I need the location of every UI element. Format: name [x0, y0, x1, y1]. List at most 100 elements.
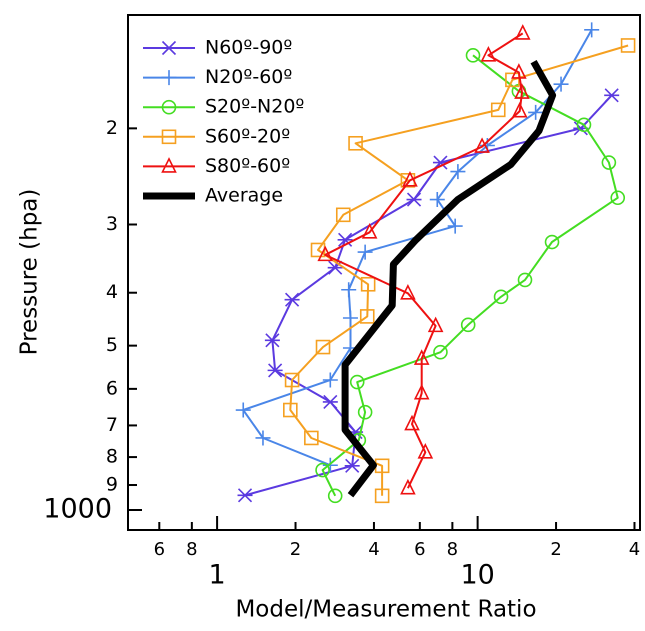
marker [161, 70, 177, 86]
data-point [514, 83, 530, 99]
y-tick-label: 7 [106, 414, 118, 436]
plot-frame [127, 14, 641, 531]
legend-label: N60º-90º [205, 37, 292, 59]
data-point [610, 190, 626, 206]
x-tick-label: 6 [154, 539, 165, 560]
data-point [413, 383, 430, 400]
x-tick-label: 2 [550, 539, 561, 560]
data-point [433, 344, 448, 360]
data-point [432, 155, 448, 170]
x-tick-label: 8 [186, 539, 197, 560]
data-point [505, 72, 520, 88]
series-line [324, 32, 524, 489]
x-tick-label: 1 [209, 560, 226, 591]
data-point [465, 48, 481, 63]
legend-label: S60º-20º [205, 125, 290, 147]
data-point [335, 207, 351, 223]
data-point [404, 414, 420, 431]
data-point [327, 488, 343, 504]
data-point [576, 117, 592, 133]
data-point [528, 104, 544, 120]
legend-label: N20º-60º [205, 66, 292, 88]
marker [161, 129, 177, 145]
data-point [237, 488, 253, 503]
data-point [349, 374, 365, 390]
data-point [284, 372, 300, 388]
x-tick-label: 6 [414, 539, 425, 560]
legend-label: Average [205, 185, 283, 207]
data-point [327, 260, 343, 275]
data-point [341, 282, 357, 298]
y-tick-label: 9 [106, 474, 118, 496]
data-point [429, 192, 445, 208]
data-point [511, 101, 528, 118]
y-tick-label: 2 [106, 117, 118, 139]
data-point [400, 284, 416, 300]
data-point [480, 46, 497, 62]
data-point [413, 349, 430, 365]
marker [161, 99, 177, 115]
data-point [360, 276, 376, 292]
data-point [620, 38, 636, 53]
data-point [553, 76, 569, 92]
data-point [337, 232, 353, 247]
x-tick-label: 4 [629, 539, 640, 560]
data-point [317, 245, 334, 262]
data-point [361, 222, 378, 239]
data-point [517, 272, 533, 288]
data-point [511, 63, 527, 79]
marker [161, 157, 177, 173]
series-line [289, 44, 629, 496]
series-line [341, 59, 557, 498]
data-point [402, 171, 418, 187]
y-tick-label: 6 [106, 377, 118, 399]
data-point [344, 458, 360, 473]
data-point [447, 218, 463, 234]
data-point [460, 317, 476, 333]
data-point [427, 316, 444, 333]
x-tick-label: 4 [368, 539, 379, 560]
data-point [342, 310, 358, 326]
data-point [474, 137, 490, 153]
data-point [348, 135, 363, 151]
data-point [283, 402, 298, 418]
data-point [493, 289, 509, 305]
legend-label: S80º-60º [205, 155, 290, 177]
data-point [544, 234, 560, 250]
y-axis-label: Pressure (hpa) [17, 189, 43, 356]
data-point [235, 402, 251, 418]
y-tick-label: 3 [106, 213, 118, 235]
data-point [357, 244, 373, 260]
y-tick-label: 4 [106, 281, 118, 303]
data-point [264, 333, 280, 348]
y-tick-label: 1000 [43, 494, 112, 525]
y-tick-label: 8 [106, 446, 118, 468]
data-point [267, 363, 283, 378]
data-point [359, 309, 375, 324]
data-point [304, 430, 319, 446]
data-point [315, 339, 331, 355]
data-point [450, 164, 466, 180]
x-axis-label: Model/Measurement Ratio [235, 597, 536, 623]
data-point [490, 102, 506, 118]
data-point [315, 462, 330, 478]
y-tick-label: 5 [106, 334, 118, 356]
series-line [321, 54, 619, 497]
legend-label: S20º-N20º [205, 96, 304, 118]
x-tick-label: 2 [290, 539, 301, 560]
data-point [374, 488, 390, 504]
marker [161, 40, 177, 56]
data-point [322, 372, 338, 388]
data-point [322, 457, 338, 473]
data-point [322, 394, 338, 410]
data-point [601, 155, 617, 170]
data-point [284, 292, 300, 307]
data-point [514, 24, 531, 40]
series-line [244, 94, 613, 497]
x-tick-label: 8 [447, 539, 458, 560]
data-point [417, 443, 434, 459]
data-point [400, 478, 416, 495]
data-point [406, 192, 422, 207]
data-point [255, 430, 271, 446]
